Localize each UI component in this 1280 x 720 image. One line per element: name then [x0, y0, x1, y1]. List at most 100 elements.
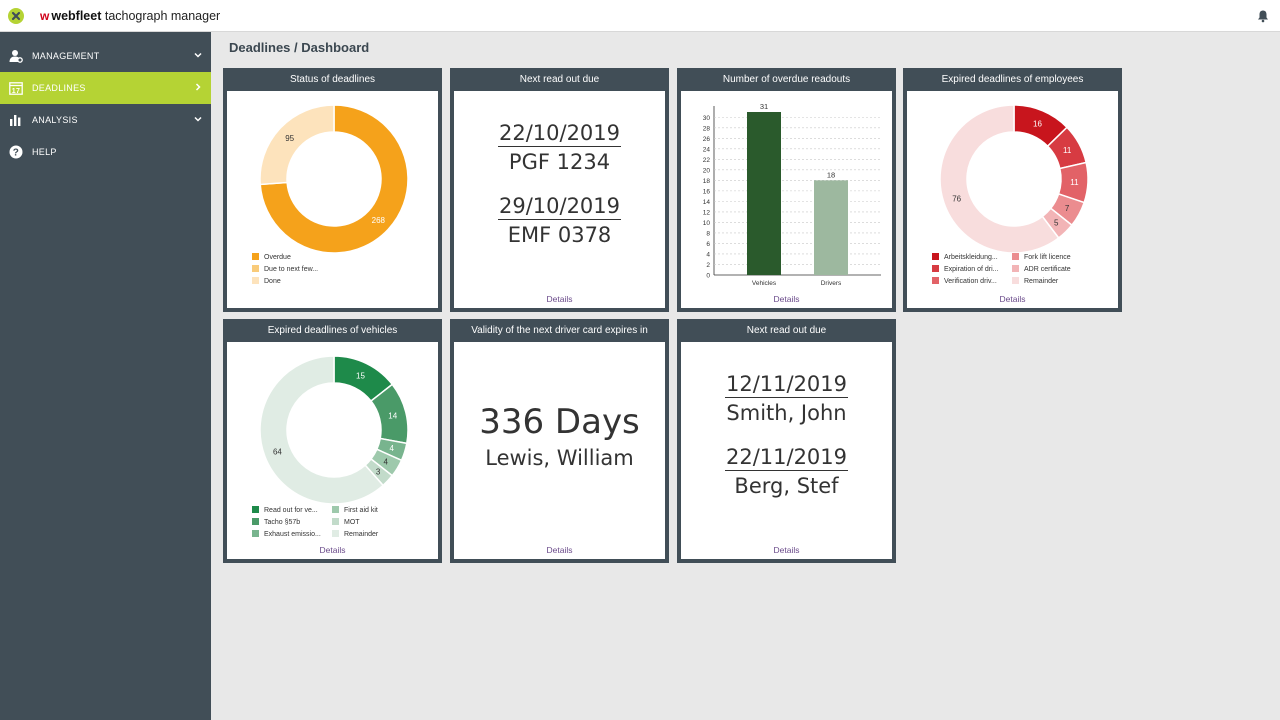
y-tick-label: 4: [706, 251, 710, 258]
donut-slice[interactable]: [259, 104, 335, 186]
donut-slice[interactable]: [259, 104, 409, 254]
legend-swatch: [332, 530, 339, 537]
card-title: Status of deadlines: [289, 74, 376, 85]
legend-swatch: [252, 277, 259, 284]
vehicle-plate: EMF 0378: [507, 223, 612, 247]
legend-swatch: [252, 518, 259, 525]
readout-date: 12/11/2019: [724, 372, 849, 398]
card-overdue-readouts: Number of overdue readouts 0 2 4 6 8 10 12 14 16…: [677, 68, 896, 312]
details-link[interactable]: Details: [546, 545, 573, 555]
legend-item[interactable]: ADR certificate: [1012, 265, 1071, 273]
details-link[interactable]: Details: [773, 545, 800, 555]
slice-value-label: 14: [388, 412, 397, 421]
details-link[interactable]: Details: [999, 294, 1026, 304]
legend-swatch: [932, 277, 939, 284]
y-tick-label: 0: [706, 273, 710, 280]
card-title: Next read out due: [746, 325, 827, 336]
y-tick-label: 18: [703, 178, 711, 185]
y-tick-label: 8: [706, 230, 710, 237]
slice-value-label: 5: [1054, 218, 1059, 227]
y-tick-label: 24: [703, 146, 711, 153]
card-title: Validity of the next driver card expires…: [471, 325, 648, 336]
status-donut-chart: 268 95: [259, 104, 409, 254]
bar[interactable]: [814, 180, 848, 275]
card-expired-vehicles: Expired deadlines of vehicles 15 14 4 4 3 64 …: [223, 319, 442, 563]
donut-slice[interactable]: [259, 355, 385, 505]
legend-item[interactable]: Due to next few...: [252, 265, 318, 273]
legend-item[interactable]: Done: [252, 277, 281, 285]
legend-item[interactable]: Tacho §57b: [252, 518, 300, 526]
readout-date: 22/11/2019: [724, 445, 849, 471]
chevron-down-icon: [193, 50, 203, 60]
bar-value-label: 31: [760, 102, 768, 111]
driver-name: Berg, Stef: [734, 474, 839, 498]
legend-item[interactable]: Exhaust emissio...: [252, 530, 321, 538]
breadcrumb: Deadlines / Dashboard: [229, 40, 369, 55]
user-gear-icon: [9, 49, 23, 63]
y-tick-label: 14: [703, 199, 711, 206]
top-bar: w webfleet tachograph manager: [0, 0, 1280, 32]
y-tick-label: 10: [703, 220, 711, 227]
legend-swatch: [252, 253, 259, 260]
slice-value-label: 3: [376, 467, 381, 476]
brand-name: webfleet: [51, 9, 102, 23]
donut-slice[interactable]: [939, 104, 1060, 254]
card-expired-employees: Expired deadlines of employees 16 11 11 7 5 7…: [903, 68, 1122, 312]
card-next-read-out-due-drivers: Next read out due 12/11/2019 Smith, John…: [677, 319, 896, 563]
slice-value-label: 11: [1070, 178, 1079, 187]
legend-item[interactable]: Fork lift licence: [1012, 253, 1071, 261]
legend-swatch: [252, 265, 259, 272]
card-status-of-deadlines: Status of deadlines 268 95 Overdue Due to…: [223, 68, 442, 312]
slice-value-label: 7: [1065, 204, 1070, 213]
sidebar-item-label: ANALYSIS: [32, 115, 78, 125]
bar-chart-icon: [9, 113, 23, 127]
driver-name: Lewis, William: [485, 446, 634, 470]
legend-swatch: [332, 506, 339, 513]
y-tick-label: 30: [703, 115, 711, 122]
legend-swatch: [1012, 253, 1019, 260]
legend-item[interactable]: Expiration of dri...: [932, 265, 998, 273]
chevron-right-icon: [193, 82, 203, 92]
breadcrumb-parent[interactable]: Deadlines: [229, 40, 291, 55]
vehicle-plate: PGF 1234: [508, 150, 611, 174]
sidebar-item-deadlines[interactable]: 17 DEADLINES: [0, 72, 211, 104]
card-title: Expired deadlines of employees: [941, 74, 1084, 85]
driver-name: Smith, John: [726, 401, 847, 425]
legend-swatch: [332, 518, 339, 525]
slice-value-label: 76: [952, 194, 961, 203]
sidebar-item-help[interactable]: ? HELP: [0, 136, 211, 168]
legend-item[interactable]: Arbeitskleidung...: [932, 253, 998, 261]
legend-item[interactable]: Remainder: [1012, 277, 1058, 285]
legend-swatch: [932, 265, 939, 272]
legend-item[interactable]: First aid kit: [332, 506, 378, 514]
y-tick-label: 20: [703, 167, 711, 174]
legend-item[interactable]: Read out for ve...: [252, 506, 318, 514]
overdue-bar-chart: 02468101214161820222426283031Vehicles18D…: [703, 102, 881, 287]
y-tick-label: 6: [706, 241, 710, 248]
sidebar-item-analysis[interactable]: ANALYSIS: [0, 104, 211, 136]
details-link[interactable]: Details: [546, 294, 573, 304]
slice-value-label: 16: [1033, 119, 1042, 128]
legend-swatch: [252, 530, 259, 537]
legend-item[interactable]: MOT: [332, 518, 360, 526]
sidebar-item-label: HELP: [32, 147, 57, 157]
legend-item[interactable]: Remainder: [332, 530, 378, 538]
legend-item[interactable]: Overdue: [252, 253, 291, 261]
help-icon: ?: [9, 145, 23, 159]
app-menu-icon[interactable]: [8, 8, 24, 24]
legend-swatch: [252, 506, 259, 513]
chevron-down-icon: [193, 114, 203, 124]
readout-date: 22/10/2019: [497, 121, 622, 147]
sidebar: MANAGEMENT 17 DEADLINES ANALYSIS ? HELP: [0, 32, 211, 720]
calendar-17-icon: 17: [9, 81, 23, 95]
details-link[interactable]: Details: [773, 294, 800, 304]
card-title: Expired deadlines of vehicles: [267, 325, 398, 336]
slice-value-label: 4: [390, 444, 395, 453]
details-link[interactable]: Details: [319, 545, 346, 555]
sidebar-item-management[interactable]: MANAGEMENT: [0, 40, 211, 72]
legend-item[interactable]: Verification driv...: [932, 277, 997, 285]
slice-value-label: 4: [384, 457, 389, 466]
bell-icon[interactable]: [1256, 9, 1270, 23]
bar[interactable]: [747, 112, 781, 275]
